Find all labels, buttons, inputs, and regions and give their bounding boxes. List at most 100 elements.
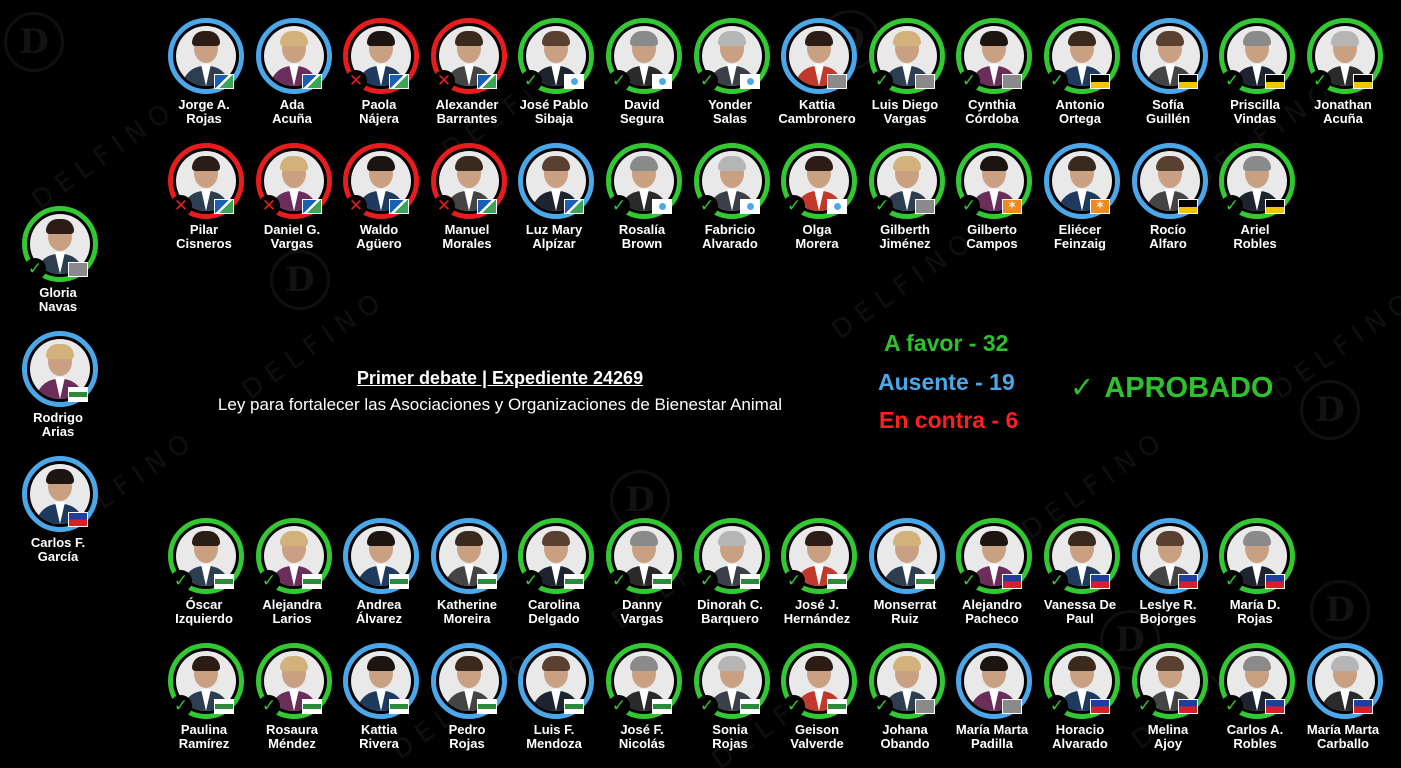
check-icon: ✓ — [1309, 70, 1331, 92]
deputy-name: Rosaura Méndez — [242, 723, 342, 751]
watermark-logo: D — [1310, 580, 1370, 640]
party-flag-icon — [1178, 74, 1198, 89]
deputy-last-name: Robles — [1233, 236, 1277, 251]
deputy-name: Waldo Agüero — [329, 223, 429, 251]
deputy-name: Carlos F. García — [8, 536, 108, 564]
deputy-card: ✓ José Pablo Sibaja — [510, 18, 598, 136]
vote-ring — [781, 18, 857, 94]
deputy-name: Gloria Navas — [8, 286, 108, 314]
vote-ring — [1044, 18, 1120, 94]
deputy-last-name: Feinzaig — [1053, 236, 1106, 251]
deputy-card: Luz Mary Alpízar — [510, 143, 598, 261]
vote-ring — [1044, 143, 1120, 219]
deputy-name: José F. Nicolás — [592, 723, 692, 751]
deputy-name: Jorge A. Rojas — [154, 98, 254, 126]
deputy-name: María Marta Carballo — [1293, 723, 1393, 751]
deputy-last-name: Méndez — [268, 736, 316, 751]
deputy-card: ✓ Carlos A. Robles — [1211, 643, 1299, 761]
deputy-photo — [176, 26, 236, 86]
deputy-last-name: Delgado — [528, 611, 580, 626]
deputy-card: ✓ Danny Vargas — [598, 518, 686, 636]
deputy-name: Ariel Robles — [1205, 223, 1305, 251]
check-icon: ✓ — [696, 70, 718, 92]
deputy-first-name: Luis F. — [533, 722, 575, 737]
cross-icon: ✕ — [345, 70, 367, 92]
party-flag-icon — [1353, 74, 1373, 89]
deputy-card: ✓ Alejandro Pacheco — [948, 518, 1036, 636]
deputy-name: José J. Hernández — [767, 598, 867, 626]
deputy-first-name: Fabricio — [704, 222, 756, 237]
deputy-first-name: Cynthia — [968, 97, 1016, 112]
deputy-name: Gilberth Jiménez — [855, 223, 955, 251]
deputy-card: ✓ Melina Ajoy — [1124, 643, 1212, 761]
deputy-first-name: Carolina — [527, 597, 580, 612]
deputy-last-name: Alpízar — [532, 236, 576, 251]
party-flag-icon — [214, 74, 234, 89]
deputy-name: Alejandro Pacheco — [942, 598, 1042, 626]
deputy-name: María D. Rojas — [1205, 598, 1305, 626]
party-flag-icon — [1090, 699, 1110, 714]
deputy-name: Antonio Ortega — [1030, 98, 1130, 126]
vote-ring — [1132, 518, 1208, 594]
deputy-first-name: Andrea — [356, 597, 402, 612]
party-flag-icon — [827, 199, 847, 214]
deputy-first-name: Jonathan — [1314, 97, 1372, 112]
deputy-first-name: Leslye R. — [1139, 597, 1197, 612]
party-flag-icon — [1002, 74, 1022, 89]
deputy-last-name: Campos — [966, 236, 1018, 251]
deputy-card: Kattia Cambronero — [773, 18, 861, 136]
deputy-name: Rodrigo Arias — [8, 411, 108, 439]
cross-icon: ✕ — [170, 195, 192, 217]
deputy-name: Pedro Rojas — [417, 723, 517, 751]
party-flag-icon — [1090, 74, 1110, 89]
party-flag-icon — [827, 574, 847, 589]
party-flag-icon — [68, 262, 88, 277]
party-flag-icon — [652, 199, 672, 214]
deputy-card: Katherine Moreira — [423, 518, 511, 636]
deputy-name: Vanessa De Paul — [1030, 598, 1130, 626]
check-icon: ✓ — [1046, 695, 1068, 717]
deputy-first-name: Gilberth — [880, 222, 930, 237]
party-flag-icon — [564, 574, 584, 589]
party-flag-icon — [1178, 574, 1198, 589]
check-icon: ✓ — [170, 570, 192, 592]
vote-ring — [1132, 18, 1208, 94]
deputy-photo — [526, 151, 586, 211]
party-flag-icon — [827, 699, 847, 714]
deputy-card: ✕ Pilar Cisneros — [160, 143, 248, 261]
party-flag-icon — [1178, 699, 1198, 714]
party-flag-icon — [389, 699, 409, 714]
deputy-card: ✓ Antonio Ortega — [1036, 18, 1124, 136]
deputy-card: ✓ Geison Valverde — [773, 643, 861, 761]
check-icon: ✓ — [871, 695, 893, 717]
check-icon: ✓ — [24, 258, 46, 280]
debate-title: Primer debate | Expediente 24269 — [356, 368, 644, 388]
party-flag-icon — [1002, 699, 1022, 714]
deputy-first-name: Rodrigo — [33, 410, 83, 425]
party-flag-icon — [477, 699, 497, 714]
deputy-last-name: Pacheco — [965, 611, 1019, 626]
deputy-name: Alejandra Larios — [242, 598, 342, 626]
deputy-name: Horacio Alvarado — [1030, 723, 1130, 751]
check-icon: ✓ — [170, 695, 192, 717]
deputy-first-name: Luis Diego — [871, 97, 939, 112]
deputy-first-name: Olga — [802, 222, 832, 237]
deputy-card: Monserrat Ruiz — [861, 518, 949, 636]
party-flag-icon — [652, 74, 672, 89]
deputy-card: ✕ Manuel Morales — [423, 143, 511, 261]
party-flag-icon — [564, 699, 584, 714]
check-icon: ✓ — [608, 70, 630, 92]
deputy-name: Kattia Cambronero — [767, 98, 867, 126]
deputy-last-name: García — [37, 549, 79, 564]
deputy-card: ✕ Paola Nájera — [335, 18, 423, 136]
deputy-name: Ada Acuña — [242, 98, 342, 126]
deputy-first-name: Melina — [1147, 722, 1189, 737]
party-flag-icon — [652, 699, 672, 714]
deputy-name: Óscar Izquierdo — [154, 598, 254, 626]
deputy-first-name: Pedro — [448, 722, 486, 737]
deputy-first-name: Kattia — [360, 722, 398, 737]
tally-ausente: Ausente - 19 — [878, 369, 1015, 395]
party-flag-icon — [1090, 574, 1110, 589]
